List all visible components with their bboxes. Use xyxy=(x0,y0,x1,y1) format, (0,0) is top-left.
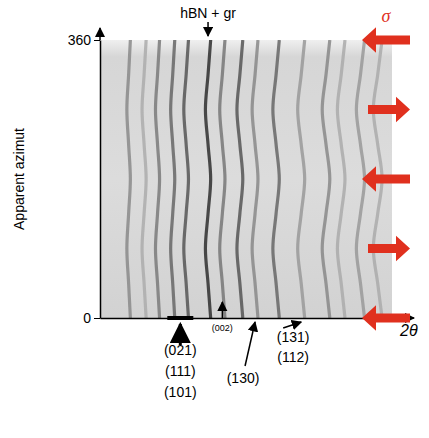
annotation-arrow xyxy=(222,302,224,318)
peak-label: (111) xyxy=(165,363,196,379)
annotation-bar xyxy=(167,316,193,320)
stress-arrow-left xyxy=(362,166,410,192)
stress-arrow-left xyxy=(362,305,410,331)
image-background xyxy=(100,40,392,318)
peak-label: (101) xyxy=(164,384,197,400)
peak-label: (002) xyxy=(212,323,233,333)
annotation-arrow xyxy=(207,22,209,36)
y-tick: 0 xyxy=(83,310,100,326)
stress-arrow-left xyxy=(362,27,410,53)
diffraction-ring xyxy=(171,40,175,318)
x-axis xyxy=(101,318,393,319)
peak-label: (131) xyxy=(277,329,310,345)
stress-label: σ xyxy=(382,6,392,26)
diffraction-ring xyxy=(273,40,279,318)
top-annotation: hBN + gr xyxy=(180,5,236,21)
annotation-arrow xyxy=(283,322,301,328)
x-axis-line xyxy=(101,318,393,320)
diffraction-ring xyxy=(220,40,225,318)
diffraction-ring xyxy=(155,40,159,318)
figure: 03602θApparent azimuthBN + gr(021)(111)(… xyxy=(0,0,429,438)
y-tick: 360 xyxy=(68,32,100,48)
y-tick-label: 360 xyxy=(68,32,92,48)
x-axis-title: 2θ xyxy=(399,322,418,339)
diffraction-ring xyxy=(337,40,345,318)
diffraction-ring xyxy=(184,40,189,318)
y-axis: 0 360 xyxy=(68,32,101,326)
diffraction-ring xyxy=(298,40,305,318)
y-tick-label: 0 xyxy=(83,310,91,326)
diffraction-ring xyxy=(205,40,210,318)
y-tick-mark xyxy=(94,318,100,319)
y-axis-arrow xyxy=(99,28,101,40)
diffraction-ring xyxy=(322,40,330,318)
y-tick-mark xyxy=(94,40,100,41)
annotation-arrow xyxy=(179,324,182,345)
peak-annotation: (130) xyxy=(227,322,260,386)
peak-annotation: (002) xyxy=(212,302,233,333)
annotation-arrow xyxy=(245,322,255,366)
diffraction-ring xyxy=(252,40,258,318)
stress-arrow-right xyxy=(368,236,410,262)
diffraction-ring xyxy=(237,40,243,318)
peak-annotation: (021)(111)(101) xyxy=(164,316,197,400)
peak-label: (130) xyxy=(227,370,260,386)
y-axis-title: Apparent azimut xyxy=(11,128,27,230)
diffraction-ring xyxy=(127,40,131,318)
plot-area xyxy=(100,40,392,318)
peak-annotation: (131) (112) xyxy=(277,322,310,365)
peak-label: (112) xyxy=(277,349,309,365)
stress-arrow-right xyxy=(368,97,410,123)
diffraction-ring xyxy=(142,40,146,318)
y-axis-line xyxy=(100,41,102,319)
